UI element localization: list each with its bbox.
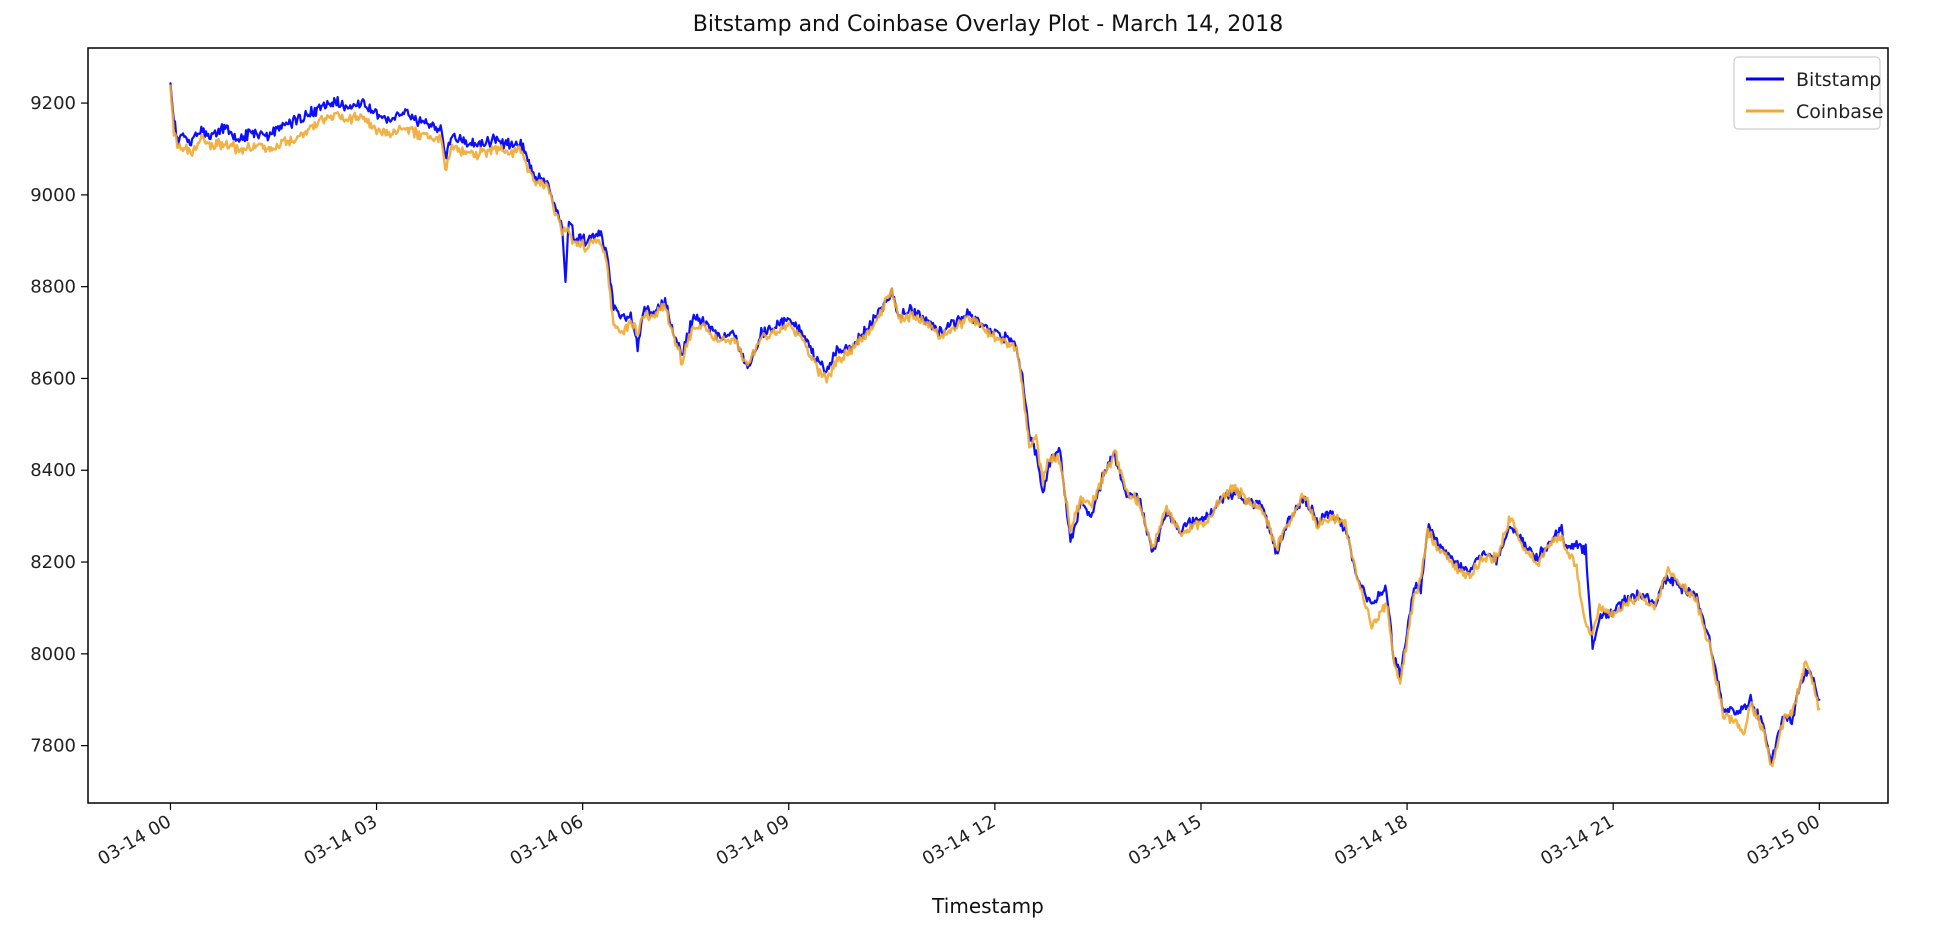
y-tick-label: 7800 [30, 736, 76, 757]
y-tick-label: 8800 [30, 277, 76, 298]
plot-frame [87, 47, 1889, 804]
chart-title: Bitstamp and Coinbase Overlay Plot - Mar… [693, 12, 1283, 37]
y-tick-label: 9200 [30, 93, 76, 114]
y-tick-label: 8400 [30, 460, 76, 481]
legend: Bitstamp Coinbase [1733, 56, 1884, 130]
legend-label-coinbase: Coinbase [1796, 101, 1884, 123]
y-tick-label: 8600 [30, 368, 76, 389]
series-line-coinbase [169, 84, 1821, 768]
y-tick-label: 9000 [30, 185, 76, 206]
legend-label-bitstamp: Bitstamp [1796, 69, 1881, 91]
x-axis-label: Timestamp [931, 894, 1044, 918]
y-axis-ticks: 7800 8000 8200 8400 8600 8800 9000 9200 [30, 93, 88, 757]
y-tick-label: 8200 [30, 552, 76, 573]
y-tick-label: 8000 [30, 644, 76, 665]
plot-series-group [169, 82, 1821, 768]
